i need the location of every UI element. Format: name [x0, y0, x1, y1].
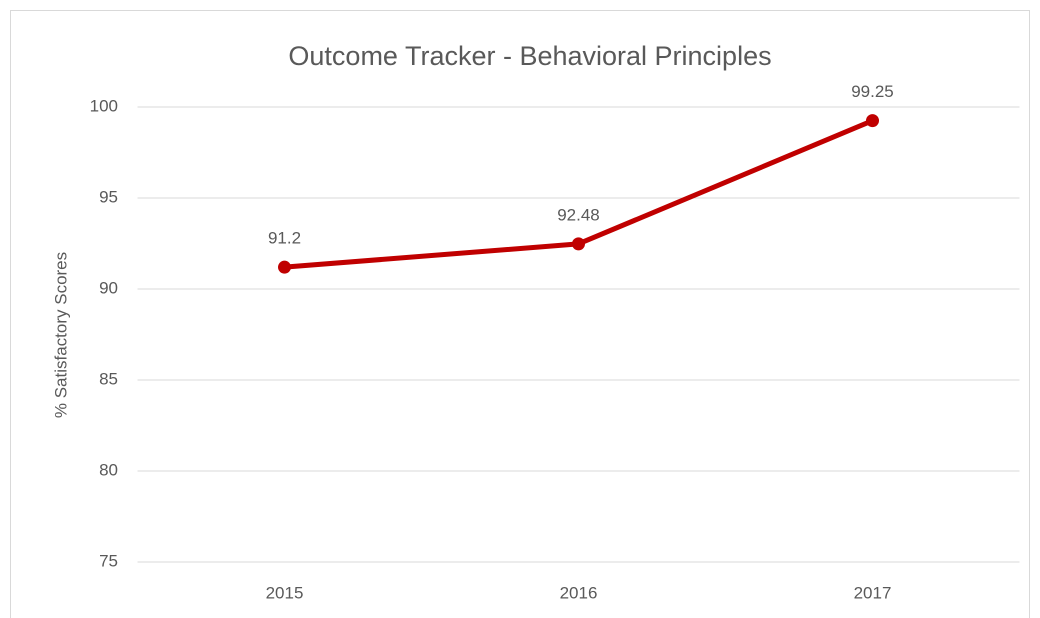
- y-tick-label: 95: [99, 187, 118, 206]
- marker: [572, 237, 585, 251]
- chart-title: Outcome Tracker - Behavioral Principles: [288, 41, 771, 71]
- y-tick-label: 90: [99, 278, 118, 297]
- marker: [866, 114, 879, 128]
- x-tick-label: 2017: [854, 583, 892, 602]
- y-tick-label: 80: [99, 460, 118, 479]
- chart-frame: [10, 10, 1030, 618]
- y-tick-label: 75: [99, 551, 118, 570]
- y-tick-label: 85: [99, 369, 118, 388]
- data-label: 91.2: [268, 229, 301, 248]
- data-label: 92.48: [557, 205, 600, 224]
- x-tick-label: 2015: [266, 583, 304, 602]
- y-tick-label: 100: [90, 96, 118, 115]
- y-axis-label: % Satisfactory Scores: [51, 252, 70, 418]
- data-label: 99.25: [851, 82, 894, 101]
- marker: [278, 260, 291, 274]
- x-tick-label: 2016: [560, 583, 598, 602]
